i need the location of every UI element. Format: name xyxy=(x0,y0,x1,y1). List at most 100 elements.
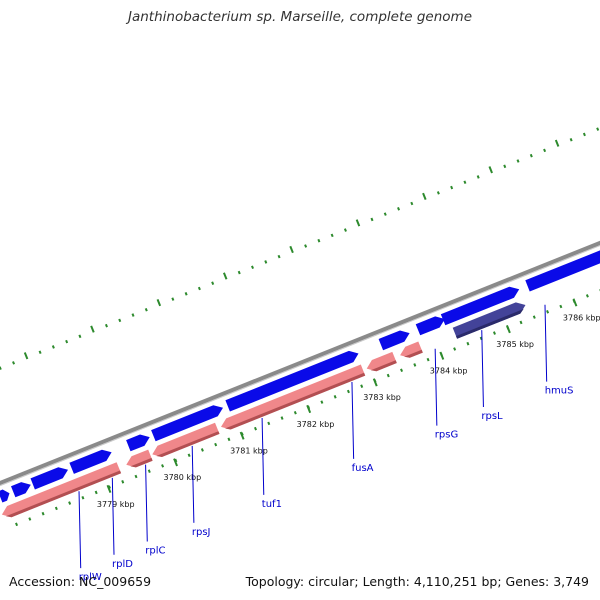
inner-ruler-tick xyxy=(121,480,125,484)
outer-ruler-tick xyxy=(554,139,560,147)
inner-ruler-tick xyxy=(492,331,496,335)
outer-ruler-tick xyxy=(264,260,268,264)
inner-ruler-tick xyxy=(333,395,337,399)
inner-ruler-tick xyxy=(147,469,151,473)
major-tick xyxy=(106,484,112,494)
gene-labels: rplW rplD rplC rpsJ tuf1 fusA rpsG rpsL hmuS xyxy=(78,304,574,583)
major-tick xyxy=(173,458,178,467)
tick-label: 3780 kbp xyxy=(164,473,202,482)
inner-ruler-tick xyxy=(15,522,19,527)
gene-callout-line xyxy=(351,382,355,459)
outer-ruler-tick xyxy=(355,219,361,227)
gene-label[interactable]: rplW xyxy=(79,572,102,583)
outer-ruler-tick xyxy=(304,244,308,248)
gene-callout-line xyxy=(261,417,265,495)
forward-gene-arrow xyxy=(126,434,150,452)
backbone-ring xyxy=(0,240,600,487)
tick-label: 3786 kbp xyxy=(563,313,600,322)
gene-callout-line xyxy=(145,464,148,542)
reverse-gene-arrow xyxy=(221,364,366,430)
outer-ruler-tick xyxy=(529,153,533,158)
inner-ruler-tick xyxy=(94,490,98,495)
gene-callout-line xyxy=(111,477,115,555)
reverse-gene-arrow-shade xyxy=(225,372,366,430)
outer-ruler-tick xyxy=(463,180,467,185)
reverse-gene-arrow-shade xyxy=(370,360,397,372)
tick-label: 3783 kbp xyxy=(363,393,401,402)
reverse-gene-arrow-shade xyxy=(404,349,423,358)
outer-ruler-tick xyxy=(12,361,16,365)
outer-ruler-tick xyxy=(596,127,600,131)
tick-label: 3781 kbp xyxy=(230,447,268,456)
major-tick xyxy=(439,351,445,360)
outer-ruler-tick xyxy=(90,325,95,333)
inner-ruler-tick xyxy=(320,400,324,404)
inner-ruler-tick xyxy=(227,437,231,442)
inner-ruler-tick xyxy=(254,426,257,431)
outer-ruler-tick xyxy=(156,298,162,307)
outer-ruler-tick xyxy=(104,323,108,328)
outer-ruler-tick xyxy=(237,270,241,275)
outer-ruler-tick xyxy=(78,334,82,339)
reverse-gene-arrow xyxy=(152,422,220,457)
gene-callout-line xyxy=(544,304,548,382)
inner-ruler-tick xyxy=(585,294,589,298)
forward-gene-arrow xyxy=(69,449,112,474)
gene-label[interactable]: rplD xyxy=(112,559,133,570)
forward-gene-arrow xyxy=(225,350,359,412)
inner-ruler-tick xyxy=(426,357,430,362)
outer-ruler-tick xyxy=(516,159,520,163)
outer-ruler-tick xyxy=(211,281,215,285)
outer-ruler-tick xyxy=(184,292,188,296)
inner-ruler-tick xyxy=(28,517,32,521)
forward-strand-genes xyxy=(0,250,600,503)
gene-callout-line xyxy=(434,348,438,426)
inner-ruler-tick xyxy=(559,304,563,309)
tick-label: 3779 kbp xyxy=(97,500,135,509)
gene-label[interactable]: hmuS xyxy=(545,386,574,397)
inner-ruler-tick xyxy=(453,347,457,351)
inner-ruler-tick xyxy=(532,315,536,319)
outer-ruler-tick xyxy=(144,307,148,312)
outer-ruler-tick xyxy=(330,233,334,238)
inner-ruler-tick xyxy=(293,410,297,415)
map-title: Janthinobacterium sp. Marseille, complet… xyxy=(127,9,473,25)
major-tick xyxy=(572,298,578,307)
major-tick xyxy=(505,325,511,334)
forward-gene-arrow xyxy=(525,250,600,292)
gene-callout-line xyxy=(78,491,82,569)
backbone-line xyxy=(0,240,600,486)
outer-ruler-tick xyxy=(51,345,55,349)
tick-labels: 3779 kbp 3780 kbp 3781 kbp 3782 kbp 3783 kbp… xyxy=(97,313,600,509)
inner-ruler-tick xyxy=(200,448,204,452)
gene-label[interactable]: tuf1 xyxy=(262,499,282,510)
outer-ruler-tick xyxy=(197,286,201,291)
gene-label[interactable]: rpsL xyxy=(481,411,503,422)
highlighted-gene-arrow-shade xyxy=(456,309,524,339)
outer-ruler-tick xyxy=(488,166,493,174)
inner-ruler-tick xyxy=(68,501,72,505)
gene-label[interactable]: fusA xyxy=(352,463,374,474)
gene-label[interactable]: rplC xyxy=(145,546,165,557)
inner-ruler xyxy=(15,289,600,527)
forward-gene-arrow xyxy=(415,316,445,336)
gene-label[interactable]: rpsG xyxy=(435,430,458,441)
reverse-strand-genes xyxy=(1,302,526,518)
gene-label[interactable]: rpsJ xyxy=(192,527,211,538)
inner-ruler-tick xyxy=(41,511,45,516)
tick-label: 3782 kbp xyxy=(297,420,335,429)
inner-ruler-tick xyxy=(280,416,284,420)
inner-ruler-tick xyxy=(519,320,523,325)
outer-ruler-tick xyxy=(410,201,414,206)
inner-ruler-tick xyxy=(134,474,138,479)
forward-gene-arrow xyxy=(30,467,68,490)
outer-ruler-tick xyxy=(38,350,42,355)
reverse-gene-arrow-shade xyxy=(5,470,122,518)
outer-ruler-tick xyxy=(436,191,440,195)
tick-label: 3785 kbp xyxy=(496,340,534,349)
major-tick xyxy=(372,378,378,387)
outer-ruler-tick xyxy=(317,238,321,243)
outer-ruler-tick xyxy=(0,366,2,370)
inner-ruler-tick xyxy=(400,368,404,373)
